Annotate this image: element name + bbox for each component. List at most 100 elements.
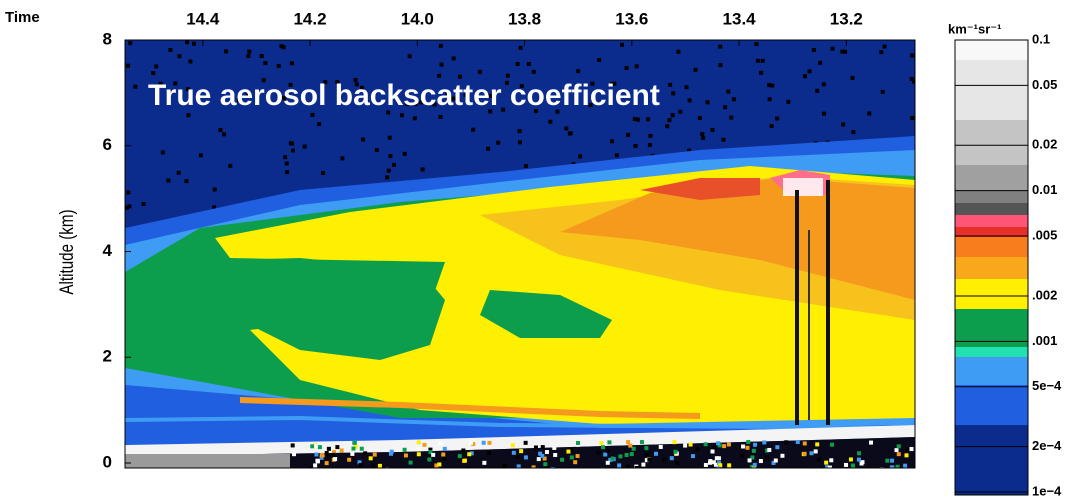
speckle-dot	[818, 61, 822, 65]
speckle-dot	[718, 45, 722, 49]
speckle-dot	[388, 136, 392, 140]
speckle-dot	[518, 129, 522, 133]
ground-dot	[716, 441, 720, 445]
ground-dot	[332, 453, 336, 457]
speckle-dot	[620, 43, 624, 47]
y-axis-label: Altitude (km)	[55, 209, 77, 294]
ground-dot	[626, 440, 630, 444]
x-tick-label: 13.2	[830, 9, 863, 28]
ground-dot	[310, 444, 314, 448]
ground-dot	[625, 453, 629, 457]
speckle-dot	[361, 138, 365, 142]
ground-dot	[347, 458, 351, 462]
ground-dot	[617, 463, 621, 467]
ground-dot	[350, 452, 354, 456]
speckle-dot	[496, 141, 500, 145]
speckle-dot	[851, 130, 855, 134]
ground-dot	[897, 444, 901, 448]
speckle-dot	[615, 153, 619, 157]
speckle-dot	[667, 118, 671, 122]
speckle-dot	[151, 71, 155, 75]
ground-dot	[704, 463, 708, 467]
speckle-dot	[770, 124, 774, 128]
ground-dot	[675, 461, 679, 465]
ground-dot	[869, 441, 873, 445]
ground-dot	[524, 441, 528, 445]
ground-dot	[597, 451, 601, 455]
speckle-dot	[228, 164, 232, 168]
speckle-dot	[127, 204, 131, 208]
speckle-dot	[576, 69, 580, 73]
speckle-dot	[126, 190, 130, 194]
ground-dot	[532, 465, 536, 469]
speckle-dot	[439, 115, 443, 119]
speckle-dot	[186, 113, 190, 117]
speckle-dot	[478, 70, 482, 74]
colorbar-tick-label: .002	[1032, 287, 1057, 302]
speckle-dot	[646, 117, 650, 121]
speckle-dot	[128, 41, 132, 45]
ground-dot	[560, 458, 564, 462]
ground-dot	[890, 465, 894, 469]
speckle-dot	[263, 61, 267, 65]
colorbar-bands	[955, 40, 1028, 495]
speckle-dot	[694, 68, 698, 72]
ground-dot	[824, 461, 828, 465]
ground-dot	[403, 448, 407, 452]
x-tick-label: 13.4	[723, 9, 757, 28]
ground-dot	[417, 452, 421, 456]
speckle-dot	[154, 64, 158, 68]
ground-dot	[540, 454, 544, 458]
speckle-dot	[260, 54, 264, 58]
y-tick-label: 0	[103, 452, 112, 471]
speckle-dot	[711, 128, 715, 132]
speckle-dot	[439, 44, 443, 48]
speckle-dot	[291, 148, 295, 152]
speckle-dot	[822, 82, 826, 86]
ground-dot	[524, 455, 528, 459]
y-tick-label: 6	[103, 135, 112, 154]
ground-dot	[603, 453, 607, 457]
speckle-dot	[564, 127, 568, 131]
speckle-dot	[767, 83, 771, 87]
speckle-dot	[440, 63, 444, 67]
ground-dot	[774, 459, 778, 463]
ground-dot	[511, 443, 515, 447]
speckle-dot	[840, 49, 844, 53]
ground-dot	[325, 451, 329, 455]
ground-dot	[641, 463, 645, 467]
speckle-dot	[648, 143, 652, 147]
ground-dot	[327, 454, 331, 458]
colorbar-tick-label: 2e−4	[1032, 438, 1062, 453]
ground-dot	[673, 450, 677, 454]
ground-dot	[708, 461, 712, 465]
speckle-dot	[768, 97, 772, 101]
speckle-dot	[506, 74, 510, 78]
speckle-dot	[392, 163, 396, 167]
x-tick-label: 13.8	[508, 9, 541, 28]
colorbar-label: km⁻¹sr⁻¹	[948, 21, 1001, 36]
speckle-dot	[184, 179, 188, 183]
ground-dot	[618, 454, 622, 458]
ground-dot	[576, 441, 580, 445]
speckle-dot	[246, 54, 250, 58]
speckle-dot	[634, 144, 638, 148]
speckle-dot	[177, 171, 181, 175]
speckle-dot	[285, 170, 289, 174]
ground-dot	[417, 440, 421, 444]
ground-dot	[352, 441, 356, 445]
ground-dot	[803, 441, 807, 445]
speckle-dot	[830, 47, 834, 51]
speckle-dot	[408, 54, 412, 58]
ground-dot	[904, 453, 908, 457]
ground-dot	[552, 446, 556, 450]
ground-dot	[713, 446, 717, 450]
y-tick-label: 4	[103, 241, 113, 260]
speckle-dot	[213, 187, 217, 191]
ground-dot	[443, 457, 447, 461]
ground-dot	[371, 463, 375, 467]
ground-dot	[696, 447, 700, 451]
speckle-dot	[199, 153, 203, 157]
speckle-dot	[516, 62, 520, 66]
ground-dot	[644, 446, 648, 450]
